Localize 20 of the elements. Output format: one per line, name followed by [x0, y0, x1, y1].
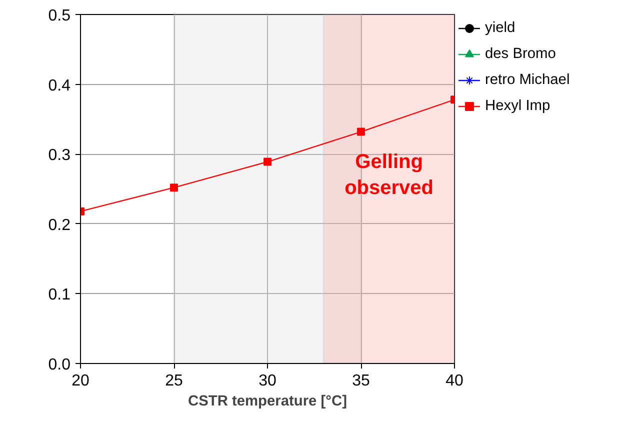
legend-label: Hexyl Imp — [485, 98, 550, 114]
legend-label: yield — [485, 20, 516, 36]
x-tick-label: 30 — [258, 372, 276, 390]
x-axis-title: CSTR temperature [°C] — [188, 394, 348, 410]
x-tick-label: 35 — [352, 372, 370, 390]
y-tick-label: 0.4 — [48, 77, 71, 94]
point — [170, 184, 178, 192]
x-tick-label: 25 — [165, 372, 183, 390]
y-tick-label: 0.5 — [48, 8, 71, 24]
point — [264, 158, 272, 166]
band-label: Gelling observed — [344, 150, 434, 200]
legend-label: des Bromo — [485, 46, 556, 62]
legend-label: retro Michael — [485, 72, 570, 88]
y-tick-label: 0.0 — [48, 356, 71, 374]
x-tick-label: 40 — [446, 372, 464, 390]
point — [357, 128, 365, 136]
x-tick-label: 20 — [72, 372, 90, 390]
y-tick-label: 0.3 — [48, 147, 71, 164]
y-tick-label: 0.2 — [48, 216, 71, 234]
y-tick-label: 0.1 — [48, 286, 71, 304]
